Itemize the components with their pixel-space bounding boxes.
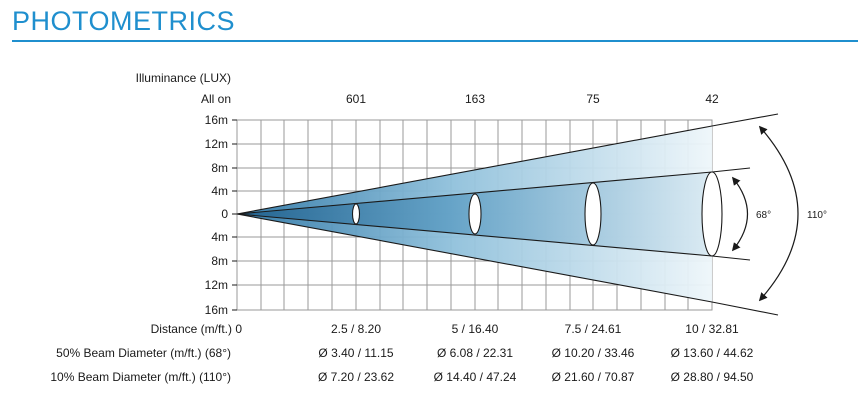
page-title: PHOTOMETRICS <box>12 6 236 36</box>
grid <box>236 119 713 311</box>
y-axis-label: 8m <box>211 161 228 175</box>
angle-outer-label: 110° <box>807 210 827 221</box>
distance-value: 2.5 / 8.20 <box>331 322 381 336</box>
distance-value: 10 / 32.81 <box>685 322 739 336</box>
y-axis-label: 12m <box>205 278 228 292</box>
y-axis-label: 16m <box>205 303 228 317</box>
y-axis-label: 8m <box>211 254 228 268</box>
y-axis-label: 4m <box>211 184 228 198</box>
axis-ticks <box>232 119 237 311</box>
beam10-value: Ø 7.20 / 23.62 <box>318 370 394 384</box>
y-axis-label: 0 <box>221 207 228 221</box>
beam10-value: Ø 21.60 / 70.87 <box>552 370 635 384</box>
angle-arc-outer <box>758 125 799 302</box>
cross-section-5m <box>468 193 482 235</box>
cross-section-7.5m <box>584 182 602 246</box>
beam-cross-sections <box>351 171 723 257</box>
illuminance-label: Illuminance (LUX) <box>136 71 231 85</box>
distance-label: Distance (m/ft.) 0 <box>151 322 243 336</box>
lux-value: 601 <box>346 92 366 106</box>
beam-outlines <box>236 113 779 316</box>
beam50-value: Ø 6.08 / 22.31 <box>437 346 513 360</box>
beam10-value: Ø 28.80 / 94.50 <box>671 370 754 384</box>
y-axis-label: 12m <box>205 137 228 151</box>
all-on-label: All on <box>201 92 231 106</box>
distance-value: 7.5 / 24.61 <box>565 322 622 336</box>
y-axis-label: 16m <box>205 113 228 127</box>
distance-value: 5 / 16.40 <box>452 322 499 336</box>
angle-arc-inner <box>731 176 749 252</box>
beam10-value: Ø 14.40 / 47.24 <box>434 370 517 384</box>
beam10-label: 10% Beam Diameter (m/ft.) (110°) <box>50 370 231 384</box>
y-axis-label: 4m <box>211 230 228 244</box>
angle-inner-label: 68° <box>756 210 771 221</box>
beam50-label: 50% Beam Diameter (m/ft.) (68°) <box>56 346 231 360</box>
beam50-value: Ø 3.40 / 11.15 <box>318 346 393 360</box>
lux-value: 163 <box>465 92 485 106</box>
lux-value: 42 <box>705 92 719 106</box>
beam50-value: Ø 13.60 / 44.62 <box>671 346 754 360</box>
title-rule <box>12 40 858 42</box>
lux-value: 75 <box>586 92 600 106</box>
cross-section-2.5m <box>351 203 361 225</box>
beam50-value: Ø 10.20 / 33.46 <box>552 346 635 360</box>
cross-section-10m <box>701 171 723 257</box>
